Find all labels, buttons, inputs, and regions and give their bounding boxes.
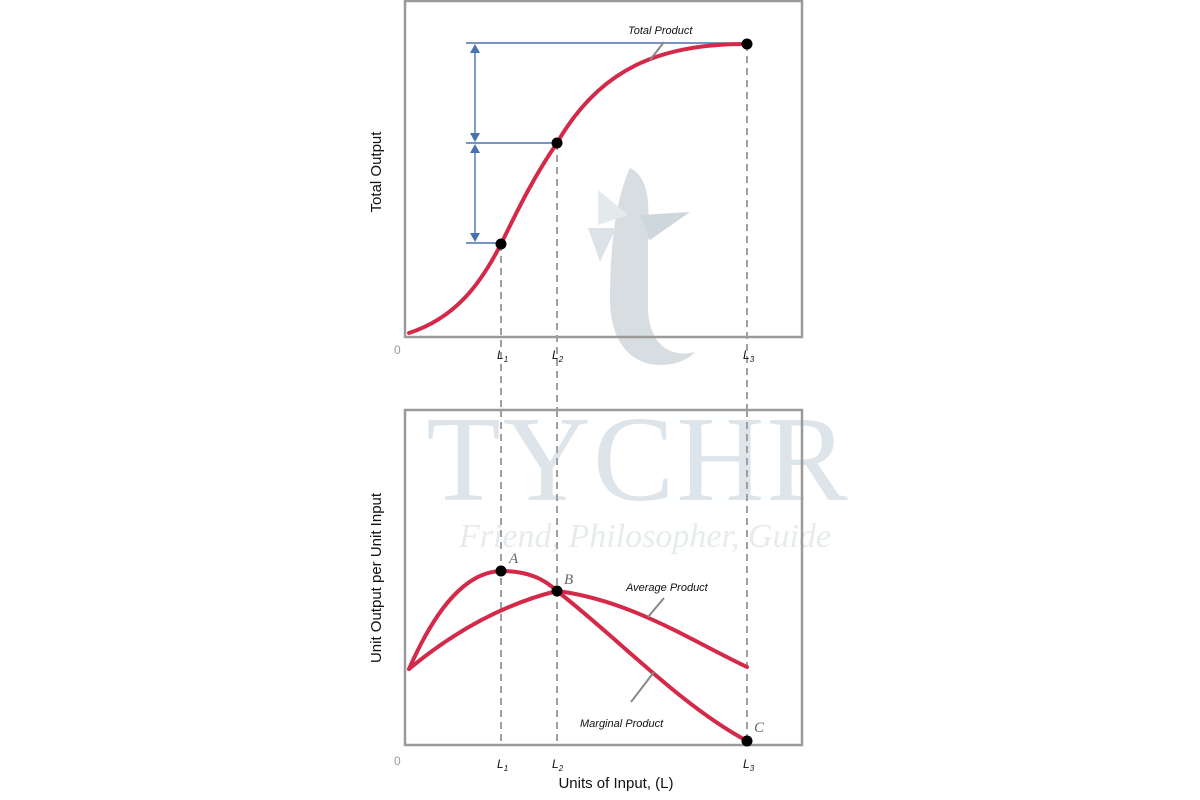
tp-point-l2	[551, 137, 563, 149]
point-b	[551, 585, 563, 597]
bottom-tick-l3: L3	[743, 757, 755, 773]
total-product-leader	[649, 41, 665, 61]
top-tick-l3: L3	[743, 348, 755, 364]
watermark-brand: TYCHR	[426, 392, 849, 527]
total-product-curve	[407, 42, 749, 335]
bottom-tick-l2: L2	[552, 757, 564, 773]
bottom-origin-label: 0	[394, 754, 401, 768]
bottom-tick-l1: L1	[497, 757, 508, 773]
marginal-product-leader	[630, 671, 655, 703]
tp-point-l1	[495, 238, 507, 250]
tychr-t-logo-icon	[588, 168, 695, 365]
point-c	[741, 735, 753, 747]
lower-double-arrow-icon	[470, 144, 480, 242]
point-a	[495, 565, 507, 577]
point-a-label: A	[508, 551, 519, 567]
watermark: TYCHR Friend, Philosopher, Guide	[426, 168, 849, 555]
point-c-label: C	[754, 720, 765, 736]
bottom-panel-frame	[403, 408, 804, 747]
top-tick-l1: L1	[497, 348, 508, 364]
marginal-product-curve	[407, 568, 749, 743]
average-product-label: Average Product	[625, 582, 709, 594]
top-panel-frame	[403, 0, 804, 339]
tp-point-l3	[741, 38, 753, 50]
bottom-panel: Average Product Marginal Product A B C 0…	[368, 408, 804, 792]
marginal-product-label: Marginal Product	[580, 718, 664, 730]
average-product-curve	[407, 588, 749, 671]
upper-double-arrow-icon	[470, 44, 480, 142]
top-tick-l2: L2	[552, 348, 564, 364]
watermark-tagline: Friend, Philosopher, Guide	[458, 518, 831, 555]
top-panel: Total Product 0 Total Output L1 L2 L3	[368, 0, 804, 410]
total-product-label: Total Product	[628, 25, 693, 37]
top-origin-label: 0	[394, 343, 401, 357]
bottom-y-axis-title: Unit Output per Unit Input	[368, 492, 385, 663]
average-product-leader	[647, 597, 665, 618]
bottom-x-axis-title: Units of Input, (L)	[558, 775, 673, 792]
top-y-axis-title: Total Output	[368, 131, 385, 213]
point-b-label: B	[564, 572, 573, 588]
